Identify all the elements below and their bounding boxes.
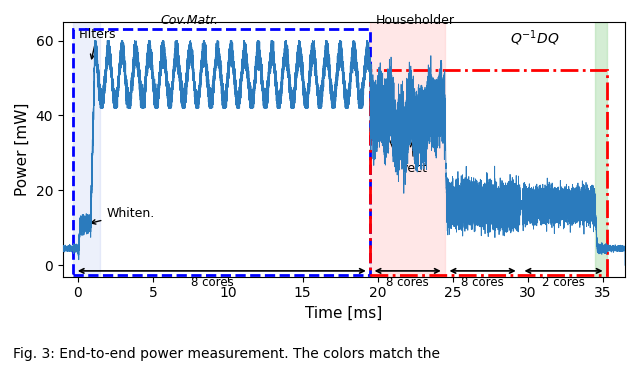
Bar (74, 29, 370, 274)
Text: 8 cores: 8 cores (461, 276, 504, 289)
Text: Cov.Matr.: Cov.Matr. (161, 15, 218, 27)
Bar (370, 22, 445, 277)
Text: Filters: Filters (79, 27, 116, 59)
Text: Fig. 3: End-to-end power measurement. The colors match the: Fig. 3: End-to-end power measurement. Th… (13, 347, 440, 361)
Bar (74, 22, 100, 277)
X-axis label: Time [ms]: Time [ms] (305, 306, 383, 321)
Text: 8 cores: 8 cores (191, 276, 234, 289)
Text: $Q^{-1}DQ$: $Q^{-1}DQ$ (510, 28, 560, 48)
Text: vect: vect (400, 142, 427, 174)
Text: Whiten.: Whiten. (91, 207, 155, 224)
Bar (595, 22, 607, 277)
Text: Householder: Householder (376, 15, 454, 27)
Bar (370, 70, 607, 274)
Y-axis label: Power [mW]: Power [mW] (15, 103, 30, 196)
Text: EVD: EVD (382, 131, 408, 152)
Text: 8 cores: 8 cores (387, 276, 429, 289)
Text: 2 cores: 2 cores (542, 276, 585, 289)
